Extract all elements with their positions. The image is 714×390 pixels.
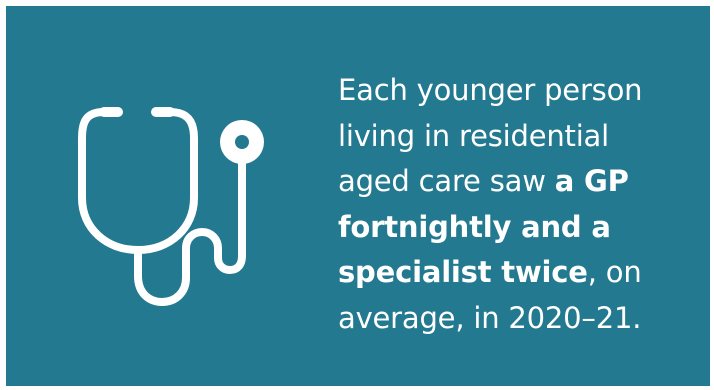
stethoscope-icon (66, 98, 286, 308)
statement-highlight-gp: a GP (554, 164, 629, 198)
statement-line-6: average, in 2020–21. (338, 300, 642, 335)
infographic-card: Each younger person living in residentia… (6, 6, 710, 386)
statement-text-normal: aged care saw (338, 164, 555, 198)
statement-line-1: Each younger person (338, 73, 643, 107)
statement-text: Each younger person living in residentia… (338, 68, 678, 341)
statement-line-3: aged care saw a GP (338, 159, 678, 205)
statement-line-4: fortnightly and a (338, 205, 678, 251)
statement-highlight-specialist: specialist twice (338, 255, 588, 289)
statement-text-normal: , on (587, 255, 642, 289)
statement-highlight-fortnightly: fortnightly and a (338, 209, 611, 244)
statement-line-2: living in residential (338, 118, 609, 153)
statement-line-5: specialist twice, on (338, 250, 678, 296)
